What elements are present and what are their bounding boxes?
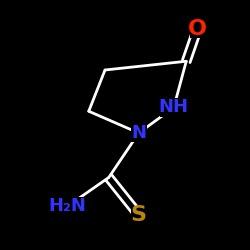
FancyBboxPatch shape [131, 124, 146, 142]
FancyBboxPatch shape [48, 197, 88, 216]
Text: S: S [131, 205, 147, 225]
FancyBboxPatch shape [131, 206, 146, 225]
Text: O: O [188, 19, 207, 39]
Text: N: N [131, 124, 146, 142]
FancyBboxPatch shape [190, 20, 206, 38]
Text: H₂N: H₂N [48, 197, 86, 215]
FancyBboxPatch shape [160, 98, 188, 117]
Text: NH: NH [159, 98, 189, 116]
